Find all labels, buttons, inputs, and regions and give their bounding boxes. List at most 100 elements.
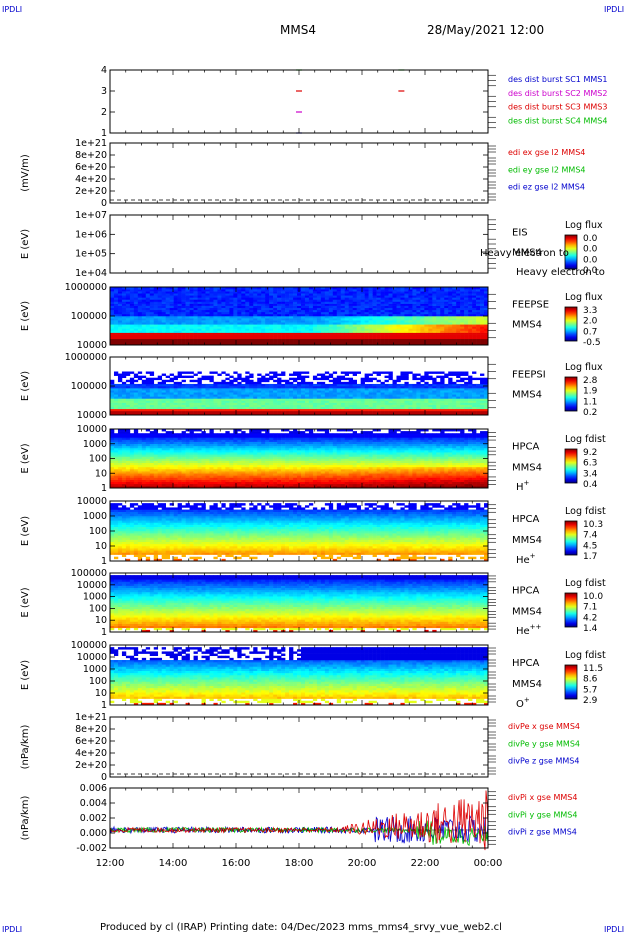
- spectrogram-cell: [117, 373, 123, 376]
- spectrogram-cell: [448, 398, 453, 401]
- spectrogram-cell: [137, 392, 143, 395]
- spectrogram-cell: [380, 301, 385, 304]
- spectrogram-cell: [460, 406, 465, 410]
- spectrogram-cell: [456, 293, 461, 296]
- spectrogram-cell: [181, 330, 186, 333]
- spectrogram-cell: [113, 396, 119, 399]
- spectrogram-cell: [253, 322, 258, 325]
- spectrogram-cell: [161, 334, 167, 338]
- spectrogram-cell: [404, 400, 409, 403]
- spectrogram-cell: [149, 311, 155, 315]
- spectrogram-cell: [436, 402, 441, 405]
- spectrogram-cell: [412, 287, 417, 290]
- spectrogram-cell: [177, 342, 182, 346]
- spectrogram-cell: [121, 386, 127, 389]
- spectrogram-cell: [201, 289, 206, 292]
- spectrogram-cell: [273, 392, 278, 395]
- spectrogram-cell: [177, 460, 182, 464]
- spectrogram-cell: [229, 301, 234, 304]
- spectrogram-cell: [165, 443, 170, 447]
- spectrogram-cell: [348, 381, 354, 385]
- spectrogram-cell: [364, 320, 369, 323]
- spectrogram-cell: [348, 297, 354, 300]
- spectrogram-cell: [169, 295, 174, 298]
- spectrogram-cell: [205, 383, 210, 387]
- spectrogram-cell: [173, 479, 178, 482]
- spectrogram-cell: [316, 383, 322, 387]
- spectrogram-cell: [340, 320, 346, 323]
- spectrogram-cell: [205, 326, 210, 329]
- spectrogram-cell: [189, 293, 194, 296]
- spectrogram-cell: [356, 328, 361, 331]
- spectrogram-cell: [400, 301, 405, 304]
- spectrogram-cell: [157, 297, 163, 300]
- spectrogram-cell: [261, 330, 266, 333]
- spectrogram-cell: [185, 404, 190, 408]
- spectrogram-cell: [368, 305, 373, 309]
- spectrogram-cell: [312, 394, 318, 397]
- spectrogram-cell: [110, 402, 115, 405]
- spectrogram-cell: [221, 316, 226, 319]
- spectrogram-cell: [149, 408, 155, 412]
- spectrogram-cell: [444, 383, 449, 387]
- spectrogram-cell: [340, 408, 346, 412]
- spectrogram-cell: [468, 303, 473, 306]
- spectrogram-cell: [308, 392, 314, 395]
- spectrogram-cell: [376, 330, 381, 333]
- spectrogram-cell: [273, 402, 278, 405]
- spectrogram-cell: [289, 386, 294, 389]
- spectrogram-cell: [396, 340, 401, 344]
- spectrogram-cell: [269, 342, 274, 346]
- spectrogram-cell: [352, 398, 357, 401]
- spectrogram-cell: [169, 450, 174, 453]
- spectrogram-cell: [253, 305, 258, 309]
- spectrogram-cell: [456, 404, 461, 408]
- spectrogram-cell: [209, 297, 214, 300]
- spectrogram-cell: [165, 332, 170, 335]
- spectrogram-cell: [233, 402, 238, 405]
- spectrogram-cell: [364, 330, 369, 333]
- spectrogram-cell: [392, 396, 397, 399]
- spectrogram-cell: [448, 342, 453, 346]
- spectrogram-cell: [177, 471, 182, 474]
- spectrogram-cell: [149, 301, 155, 304]
- spectrogram-cell: [468, 291, 473, 294]
- spectrogram-cell: [336, 381, 342, 385]
- spectrogram-cell: [348, 303, 354, 306]
- spectrogram-cell: [312, 299, 318, 302]
- spectrogram-cell: [245, 293, 250, 296]
- spectrogram-cell: [289, 390, 294, 393]
- spectrogram-cell: [133, 328, 139, 331]
- spectrogram-cell: [320, 394, 326, 397]
- spectrogram-cell: [173, 309, 178, 313]
- spectrogram-cell: [185, 289, 190, 292]
- spectrogram-cell: [368, 330, 373, 333]
- spectrogram-cell: [177, 464, 182, 468]
- spectrogram-cell: [484, 338, 489, 342]
- spectrogram-cell: [245, 342, 250, 346]
- spectrogram-cell: [336, 404, 342, 408]
- spectrogram-cell: [388, 377, 393, 381]
- spectrogram-cell: [169, 383, 174, 387]
- spectrogram-cell: [444, 299, 449, 302]
- spectrogram-cell: [440, 332, 445, 335]
- spectrogram-cell: [209, 386, 214, 389]
- spectrogram-cell: [289, 322, 294, 325]
- spectrogram-cell: [241, 287, 246, 290]
- spectrogram-cell: [484, 412, 489, 416]
- spectrogram-cell: [241, 311, 246, 315]
- spectrogram-cell: [384, 404, 389, 408]
- spectrogram-cell: [213, 332, 218, 335]
- spectrogram-cell: [110, 483, 115, 487]
- spectrogram-cell: [336, 324, 342, 327]
- spectrogram-cell: [173, 412, 178, 416]
- spectrogram-cell: [145, 383, 151, 387]
- spectrogram-cell: [213, 326, 218, 329]
- spectrogram-cell: [117, 301, 123, 304]
- spectrogram-cell: [364, 316, 369, 319]
- spectrogram-cell: [265, 303, 270, 306]
- spectrogram-cell: [149, 289, 155, 292]
- spectrogram-cell: [340, 326, 346, 329]
- spectrogram-cell: [432, 336, 437, 340]
- spectrogram-cell: [237, 336, 242, 340]
